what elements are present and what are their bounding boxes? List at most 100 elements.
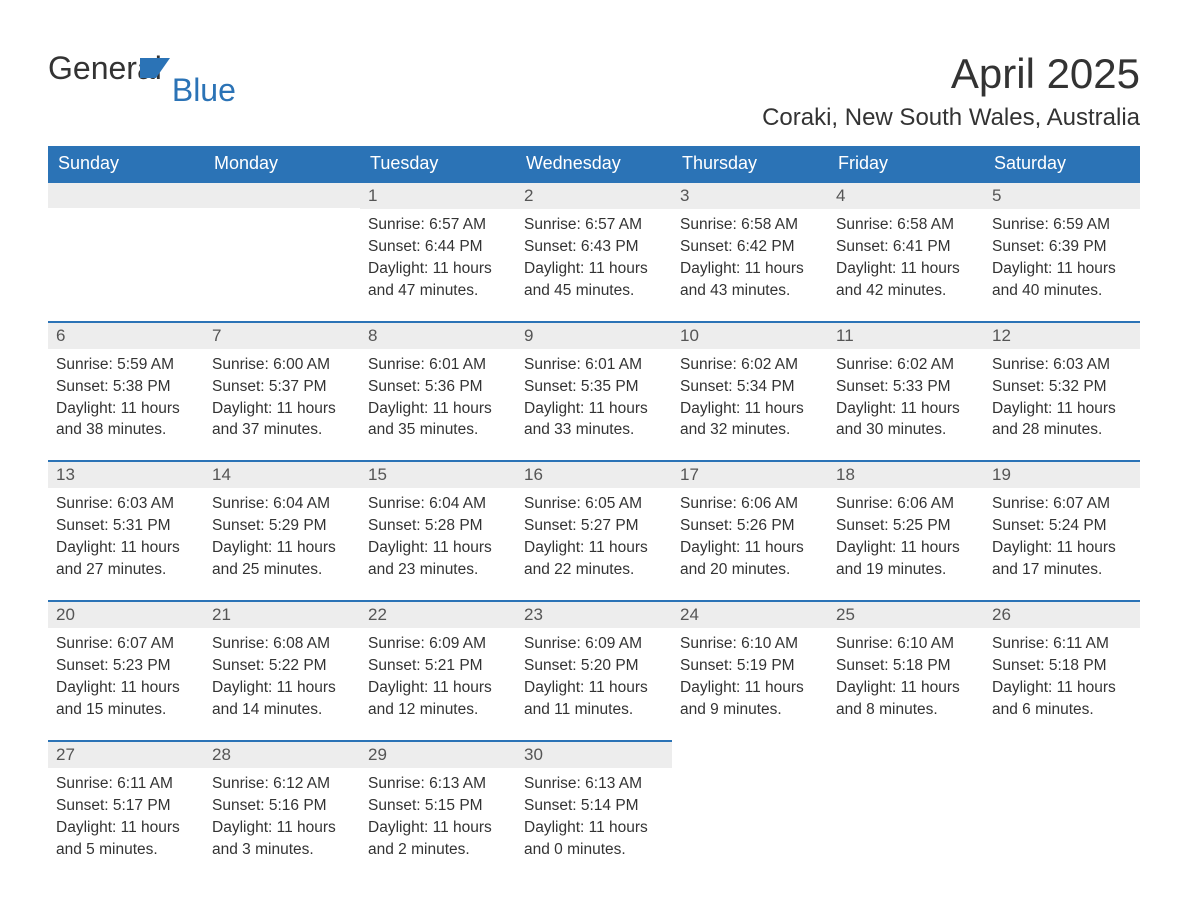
day-number: 30 — [516, 740, 672, 768]
day-line-ss: Sunset: 5:17 PM — [56, 796, 196, 817]
day-line-sr: Sunrise: 6:58 AM — [836, 215, 976, 236]
calendar-cell: 23Sunrise: 6:09 AMSunset: 5:20 PMDayligh… — [516, 600, 672, 740]
day-line-d1: Daylight: 11 hours — [56, 678, 196, 699]
day-line-ss: Sunset: 5:38 PM — [56, 377, 196, 398]
day-number: 12 — [984, 321, 1140, 349]
day-number: 21 — [204, 600, 360, 628]
calendar-cell: 20 Sunrise: 6:07 AMSunset: 5:23 PMDayligh… — [48, 600, 204, 740]
day-details: Sunrise: 6:57 AMSunset: 6:43 PMDaylight:… — [516, 209, 672, 321]
day-line-d2: and 3 minutes. — [212, 840, 352, 861]
day-line-d1: Daylight: 11 hours — [836, 399, 976, 420]
calendar-cell: 7Sunrise: 6:00 AMSunset: 5:37 PMDaylight… — [204, 321, 360, 461]
day-number: 29 — [360, 740, 516, 768]
day-line-d1: Daylight: 11 hours — [212, 399, 352, 420]
day-details: Sunrise: 6:03 AMSunset: 5:32 PMDaylight:… — [984, 349, 1140, 461]
day-details: Sunrise: 6:58 AMSunset: 6:41 PMDaylight:… — [828, 209, 984, 321]
day-number: 14 — [204, 460, 360, 488]
calendar-cell: 12Sunrise: 6:03 AMSunset: 5:32 PMDayligh… — [984, 321, 1140, 461]
day-line-d1: Daylight: 11 hours — [836, 538, 976, 559]
day-line-d2: and 45 minutes. — [524, 281, 664, 302]
day-line-sr: Sunrise: 6:12 AM — [212, 774, 352, 795]
day-line-sr: Sunrise: 6:03 AM — [56, 494, 196, 515]
logo-flag-icon — [140, 54, 174, 85]
day-line-d2: and 14 minutes. — [212, 700, 352, 721]
page-title: April 2025 — [951, 50, 1140, 98]
day-number: 25 — [828, 600, 984, 628]
day-line-d1: Daylight: 11 hours — [680, 678, 820, 699]
calendar-grid: SundayMondayTuesdayWednesdayThursdayFrid… — [48, 146, 1140, 879]
weekday-header: Wednesday — [516, 146, 672, 181]
day-line-d1: Daylight: 11 hours — [992, 259, 1132, 280]
calendar-cell: 22Sunrise: 6:09 AMSunset: 5:21 PMDayligh… — [360, 600, 516, 740]
day-line-sr: Sunrise: 6:07 AM — [56, 634, 196, 655]
day-number: 2 — [516, 181, 672, 209]
day-details: Sunrise: 6:12 AMSunset: 5:16 PMDaylight:… — [204, 768, 360, 880]
day-line-ss: Sunset: 5:16 PM — [212, 796, 352, 817]
day-line-sr: Sunrise: 6:57 AM — [524, 215, 664, 236]
day-line-d2: and 35 minutes. — [368, 420, 508, 441]
day-line-ss: Sunset: 5:33 PM — [836, 377, 976, 398]
day-line-d2: and 37 minutes. — [212, 420, 352, 441]
day-line-d2: and 8 minutes. — [836, 700, 976, 721]
day-details: Sunrise: 6:00 AMSunset: 5:37 PMDaylight:… — [204, 349, 360, 461]
day-line-d1: Daylight: 11 hours — [680, 259, 820, 280]
day-line-sr: Sunrise: 6:02 AM — [836, 355, 976, 376]
day-line-sr: Sunrise: 6:10 AM — [680, 634, 820, 655]
day-line-sr: Sunrise: 6:02 AM — [680, 355, 820, 376]
day-number: 10 — [672, 321, 828, 349]
calendar-cell: 21Sunrise: 6:08 AMSunset: 5:22 PMDayligh… — [204, 600, 360, 740]
day-line-ss: Sunset: 5:29 PM — [212, 516, 352, 537]
day-details: Sunrise: 6:09 AMSunset: 5:20 PMDaylight:… — [516, 628, 672, 740]
day-line-d2: and 19 minutes. — [836, 560, 976, 581]
day-line-d2: and 40 minutes. — [992, 281, 1132, 302]
calendar-cell: 10Sunrise: 6:02 AMSunset: 5:34 PMDayligh… — [672, 321, 828, 461]
day-number — [672, 740, 828, 767]
day-line-sr: Sunrise: 6:04 AM — [368, 494, 508, 515]
day-details: Sunrise: 6:01 AMSunset: 5:35 PMDaylight:… — [516, 349, 672, 461]
day-line-sr: Sunrise: 6:01 AM — [368, 355, 508, 376]
day-line-d2: and 22 minutes. — [524, 560, 664, 581]
calendar-cell: 25Sunrise: 6:10 AMSunset: 5:18 PMDayligh… — [828, 600, 984, 740]
day-line-d1: Daylight: 11 hours — [368, 399, 508, 420]
day-details: Sunrise: 6:02 AMSunset: 5:33 PMDaylight:… — [828, 349, 984, 461]
day-number: 9 — [516, 321, 672, 349]
day-details: Sunrise: 6:05 AMSunset: 5:27 PMDaylight:… — [516, 488, 672, 600]
day-line-d2: and 11 minutes. — [524, 700, 664, 721]
calendar-cell: 11Sunrise: 6:02 AMSunset: 5:33 PMDayligh… — [828, 321, 984, 461]
day-number: 20 — [48, 600, 204, 628]
logo: General Blue — [48, 50, 260, 87]
day-details: Sunrise: 6:09 AMSunset: 5:21 PMDaylight:… — [360, 628, 516, 740]
day-line-ss: Sunset: 6:39 PM — [992, 237, 1132, 258]
day-number — [48, 181, 204, 208]
day-line-d1: Daylight: 11 hours — [368, 818, 508, 839]
calendar-cell: 14Sunrise: 6:04 AMSunset: 5:29 PMDayligh… — [204, 460, 360, 600]
day-line-ss: Sunset: 5:14 PM — [524, 796, 664, 817]
day-number — [204, 181, 360, 208]
day-details: Sunrise: 6:59 AMSunset: 6:39 PMDaylight:… — [984, 209, 1140, 321]
day-line-ss: Sunset: 5:20 PM — [524, 656, 664, 677]
day-details: Sunrise: 6:03 AMSunset: 5:31 PMDaylight:… — [48, 488, 204, 600]
day-line-sr: Sunrise: 6:09 AM — [524, 634, 664, 655]
day-number: 26 — [984, 600, 1140, 628]
calendar-cell: 2Sunrise: 6:57 AMSunset: 6:43 PMDaylight… — [516, 181, 672, 321]
day-number: 6 — [48, 321, 204, 349]
day-line-d1: Daylight: 11 hours — [992, 678, 1132, 699]
calendar-cell: 15Sunrise: 6:04 AMSunset: 5:28 PMDayligh… — [360, 460, 516, 600]
day-line-d1: Daylight: 11 hours — [56, 538, 196, 559]
day-details: Sunrise: 6:11 AMSunset: 5:17 PMDaylight:… — [48, 768, 204, 880]
day-line-d1: Daylight: 11 hours — [56, 818, 196, 839]
calendar-cell: 4Sunrise: 6:58 AMSunset: 6:41 PMDaylight… — [828, 181, 984, 321]
day-line-d1: Daylight: 11 hours — [56, 399, 196, 420]
day-line-d1: Daylight: 11 hours — [212, 538, 352, 559]
day-line-d2: and 9 minutes. — [680, 700, 820, 721]
day-line-d2: and 33 minutes. — [524, 420, 664, 441]
day-line-ss: Sunset: 5:24 PM — [992, 516, 1132, 537]
day-line-d2: and 38 minutes. — [56, 420, 196, 441]
day-details: Sunrise: 6:01 AMSunset: 5:36 PMDaylight:… — [360, 349, 516, 461]
day-line-d2: and 30 minutes. — [836, 420, 976, 441]
day-line-d1: Daylight: 11 hours — [992, 538, 1132, 559]
day-line-ss: Sunset: 5:23 PM — [56, 656, 196, 677]
calendar-cell: 17Sunrise: 6:06 AMSunset: 5:26 PMDayligh… — [672, 460, 828, 600]
day-number: 3 — [672, 181, 828, 209]
day-line-ss: Sunset: 5:37 PM — [212, 377, 352, 398]
